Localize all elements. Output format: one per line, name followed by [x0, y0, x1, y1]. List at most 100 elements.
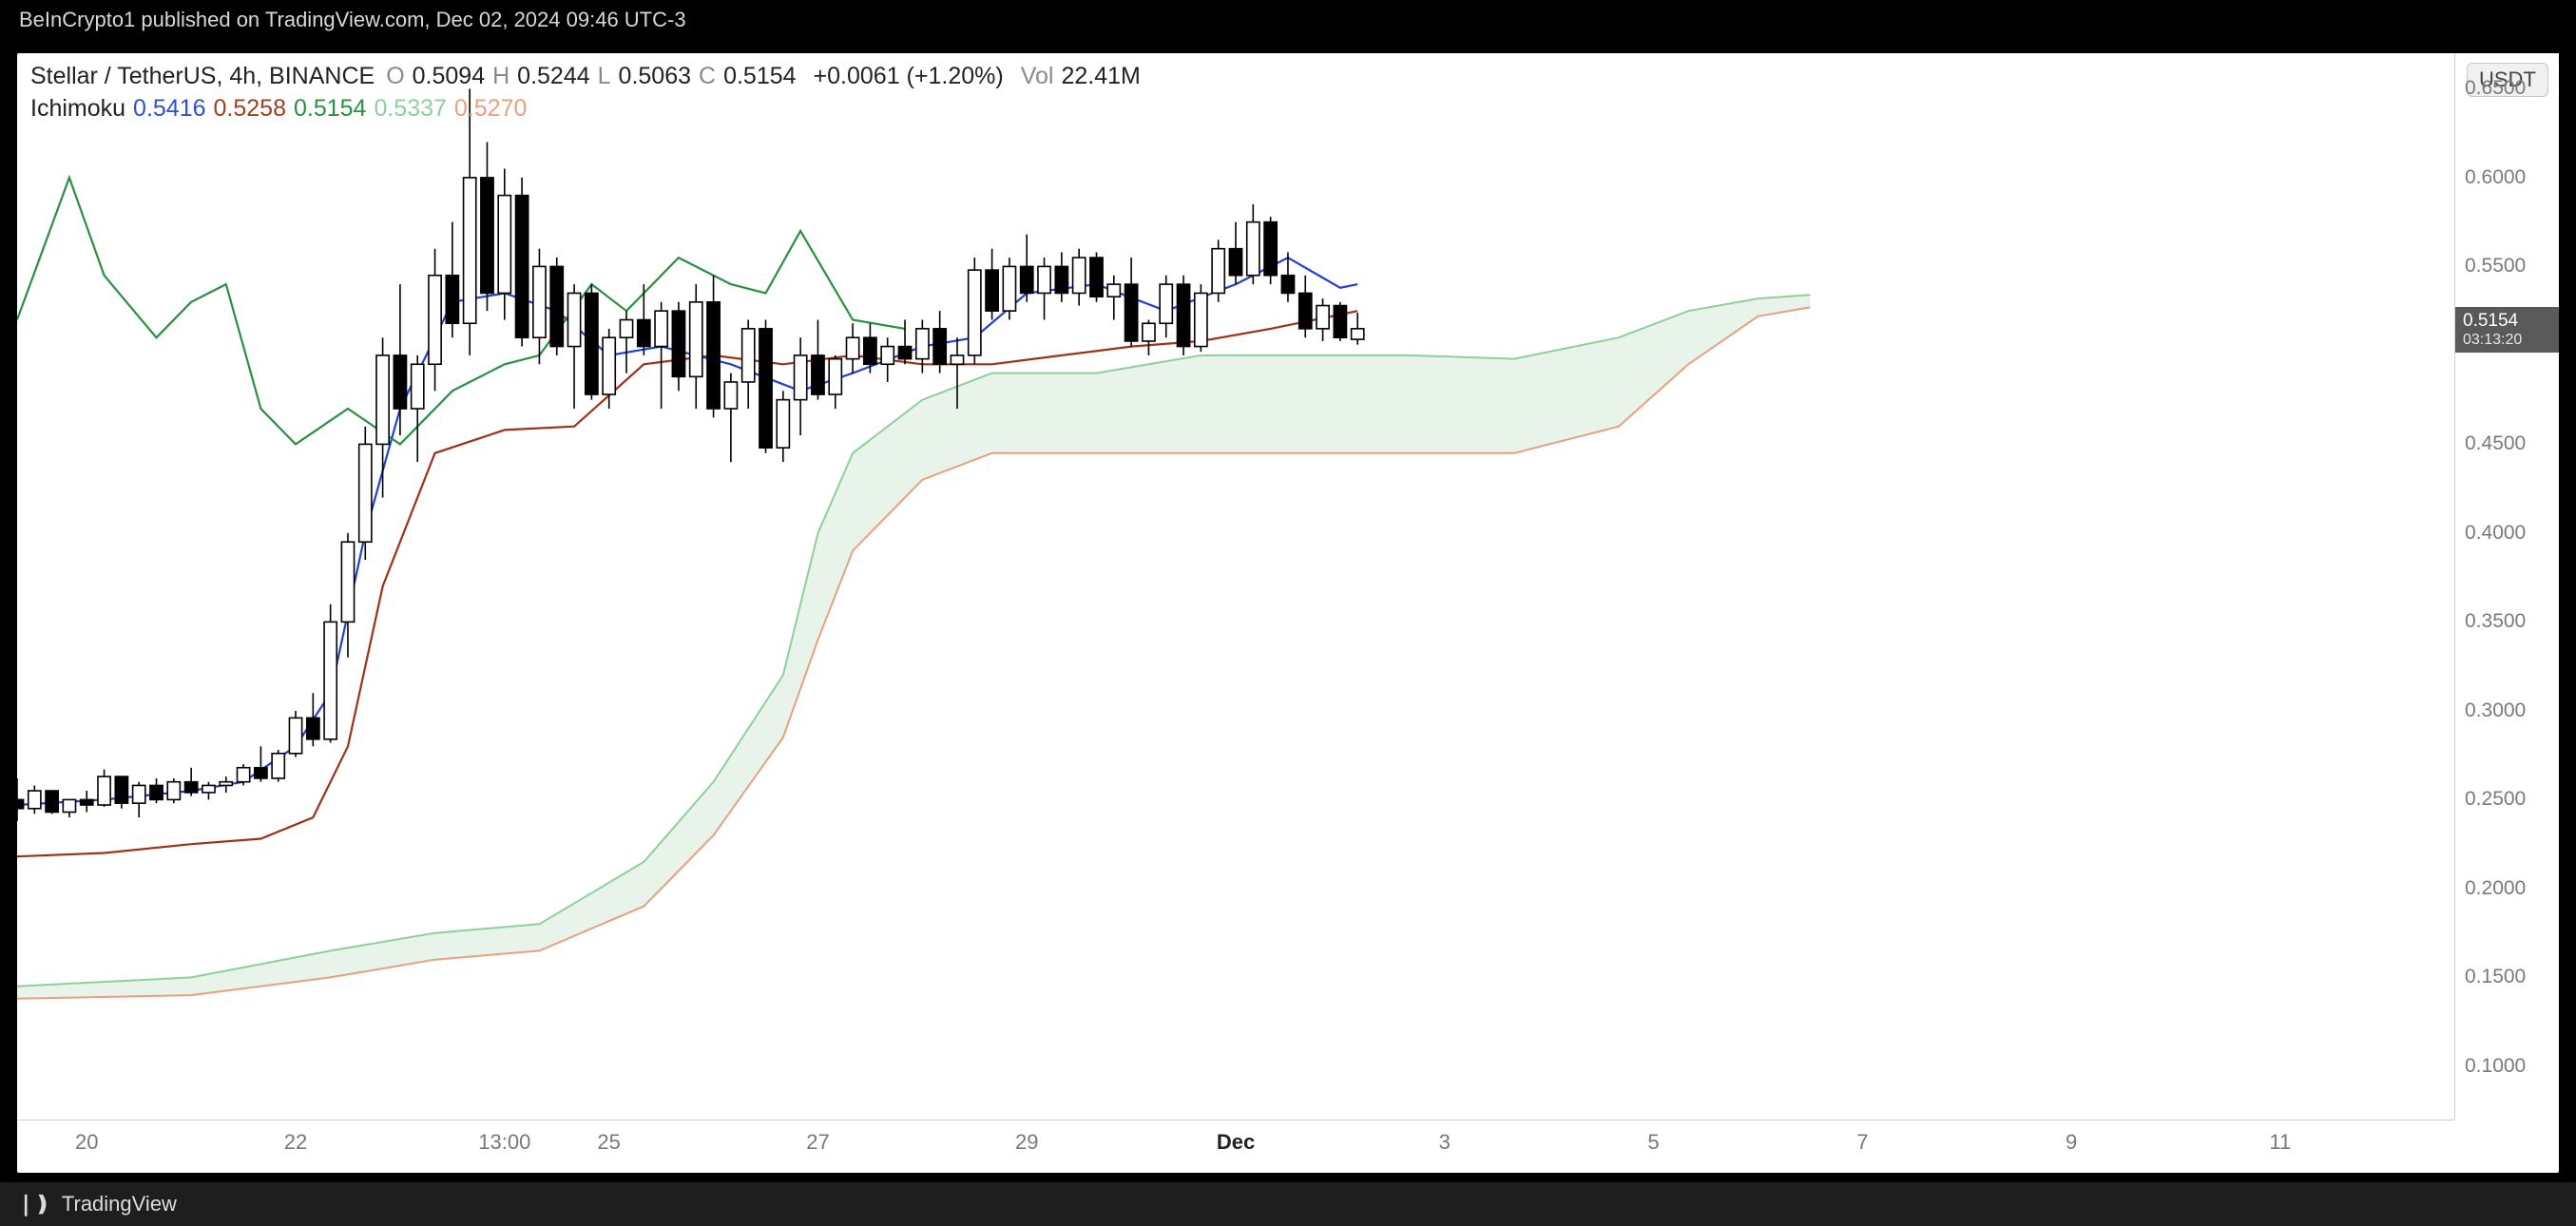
- tenkan-line: [17, 258, 1357, 805]
- symbol-header: Stellar / TetherUS, 4h, BINANCE O 0.5094…: [30, 63, 1141, 90]
- candle-body: [1055, 266, 1067, 293]
- ichimoku-kijun: 0.5258: [214, 95, 286, 123]
- candle-body: [63, 799, 75, 812]
- ohlc-l-label: L: [598, 63, 611, 90]
- x-tick: 13:00: [478, 1130, 530, 1155]
- candle-body: [516, 196, 529, 338]
- candle-body: [81, 799, 93, 805]
- vol-label: Vol: [1021, 63, 1054, 90]
- candle-body: [898, 347, 911, 359]
- y-tick: 0.3500: [2465, 610, 2526, 633]
- candle-body: [1160, 284, 1172, 323]
- candle-body: [881, 347, 894, 365]
- candle-body: [1003, 266, 1015, 311]
- candle-body: [567, 293, 580, 346]
- ohlc-c-label: C: [699, 63, 716, 90]
- candle-body: [115, 776, 127, 803]
- x-tick: 27: [806, 1130, 829, 1155]
- candle-body: [464, 178, 476, 323]
- candle-body: [202, 785, 215, 792]
- candle-body: [933, 329, 946, 364]
- candle-body: [98, 776, 110, 805]
- candle-body: [759, 329, 772, 448]
- x-tick: 5: [1647, 1130, 1659, 1155]
- y-tick: 0.1500: [2465, 966, 2526, 988]
- candle-body: [795, 355, 807, 400]
- candle-body: [586, 293, 598, 394]
- candle-body: [272, 754, 284, 778]
- candle-body: [1317, 306, 1329, 329]
- y-tick: 0.1000: [2465, 1055, 2526, 1078]
- ohlc-l: 0.5063: [619, 63, 691, 90]
- x-tick: 7: [1856, 1130, 1868, 1155]
- candle-body: [1352, 329, 1364, 339]
- publish-strip: BeInCrypto1 published on TradingView.com…: [0, 0, 2576, 38]
- indicator-header: Ichimoku 0.5416 0.5258 0.5154 0.5337 0.5…: [30, 95, 527, 123]
- candle-body: [359, 444, 372, 542]
- candle-body: [1125, 284, 1138, 341]
- candle-body: [1177, 284, 1189, 346]
- plot-area[interactable]: [17, 53, 2454, 1120]
- candle-body: [307, 718, 319, 738]
- x-tick: 20: [75, 1130, 98, 1155]
- candle-body: [237, 768, 249, 782]
- y-tick: 0.3000: [2465, 699, 2526, 722]
- candle-body: [1107, 284, 1120, 297]
- x-axis[interactable]: 202213:00252729Dec357911: [17, 1120, 2454, 1173]
- x-tick: Dec: [1217, 1130, 1255, 1155]
- candle-body: [864, 337, 876, 364]
- candle-body: [672, 311, 684, 376]
- x-tick: 3: [1439, 1130, 1451, 1155]
- footer-strip: ❘❫ TradingView: [0, 1182, 2576, 1226]
- candle-body: [133, 785, 145, 803]
- y-tick: 0.4000: [2465, 522, 2526, 545]
- chart-container: Stellar / TetherUS, 4h, BINANCE O 0.5094…: [17, 53, 2559, 1173]
- candle-body: [429, 276, 441, 365]
- candle-body: [1143, 323, 1155, 341]
- candle-body: [446, 276, 458, 323]
- candle-body: [341, 542, 354, 622]
- candle-body: [1212, 249, 1224, 294]
- candle-body: [481, 178, 493, 294]
- candle-body: [498, 196, 510, 294]
- last-price-marker: 0.515403:13:20: [2455, 307, 2559, 353]
- candle-body: [603, 337, 615, 394]
- candle-body: [394, 355, 406, 409]
- candle-body: [1229, 249, 1241, 276]
- candle-body: [17, 799, 24, 808]
- vol-value: 22.41M: [1061, 63, 1140, 90]
- ohlc-change: +0.0061 (+1.20%): [814, 63, 1004, 90]
- candle-body: [255, 768, 267, 778]
- candle-body: [916, 329, 929, 359]
- indicator-name: Ichimoku: [30, 95, 125, 123]
- x-tick: 25: [597, 1130, 620, 1155]
- candle-body: [620, 320, 632, 338]
- y-tick: 0.2500: [2465, 788, 2526, 811]
- tradingview-logo-icon: ❘❫: [17, 1192, 50, 1216]
- candle-body: [324, 622, 336, 738]
- y-axis[interactable]: USDT 0.10000.15000.20000.25000.30000.350…: [2454, 53, 2559, 1120]
- x-tick: 22: [284, 1130, 307, 1155]
- ichimoku-tenkan: 0.5416: [133, 95, 205, 123]
- y-tick: 0.6500: [2465, 77, 2526, 100]
- candle-body: [533, 266, 546, 337]
- x-tick: 11: [2269, 1130, 2291, 1155]
- y-tick: 0.4500: [2465, 432, 2526, 455]
- ohlc-h: 0.5244: [517, 63, 589, 90]
- ohlc-o-label: O: [386, 63, 404, 90]
- candle-body: [690, 302, 702, 377]
- ohlc-h-label: H: [492, 63, 509, 90]
- candle-body: [46, 791, 58, 812]
- candle-body: [376, 355, 389, 445]
- candle-body: [707, 302, 720, 409]
- candle-body: [1090, 258, 1103, 297]
- tradingview-brand: TradingView: [62, 1192, 177, 1216]
- candle-body: [986, 270, 998, 311]
- candle-body: [969, 270, 981, 355]
- candle-body: [846, 337, 858, 358]
- candle-body: [1247, 222, 1259, 276]
- candle-body: [1334, 306, 1346, 338]
- candle-body: [829, 359, 841, 394]
- candle-body: [412, 364, 424, 409]
- candle-body: [812, 355, 824, 394]
